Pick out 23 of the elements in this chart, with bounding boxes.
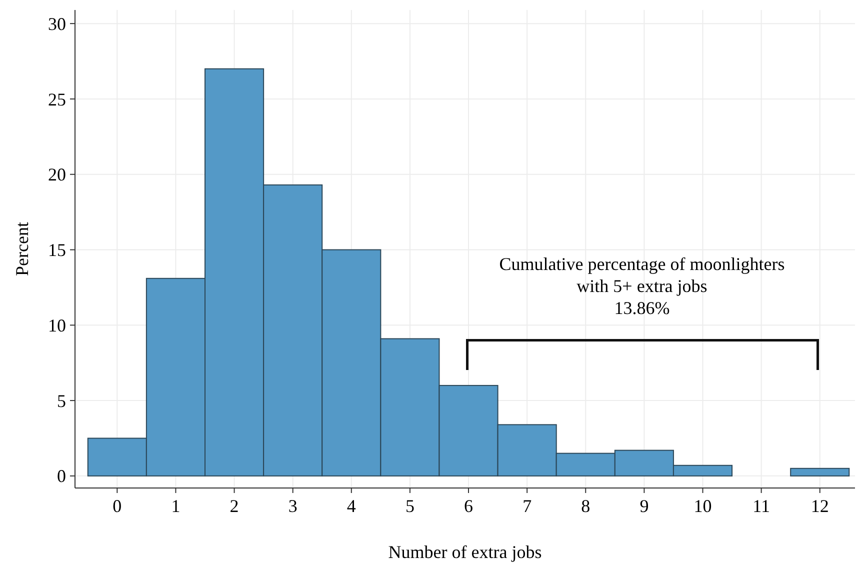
x-tick-label: 5 [405,496,414,516]
y-tick-label: 20 [48,164,66,185]
x-tick-label: 9 [640,496,649,516]
y-axis-title: Percent [12,222,32,276]
y-tick-label: 10 [48,315,66,336]
x-tick-label: 3 [288,496,298,516]
y-tick-label: 15 [48,240,66,260]
x-tick-label: 4 [346,496,356,516]
x-axis-title: Number of extra jobs [388,542,542,562]
x-tick-label: 0 [112,496,122,516]
y-tick-label: 30 [48,14,66,34]
x-tick-label: 6 [464,496,474,516]
x-tick-label: 11 [752,496,770,516]
y-tick-label: 0 [57,466,66,486]
x-tick-label: 2 [230,496,239,516]
x-tick-label: 10 [694,496,712,516]
x-tick-label: 8 [581,496,590,516]
annotation: Cumulative percentage of moonlighters with 5+ extra jobs 13.86% [499,254,785,318]
y-tick-label: 25 [48,89,66,110]
x-tick-label: 1 [171,496,180,516]
y-tick-label: 5 [57,390,66,411]
x-tick-label: 12 [810,496,829,516]
x-tick-label: 7 [522,496,532,516]
